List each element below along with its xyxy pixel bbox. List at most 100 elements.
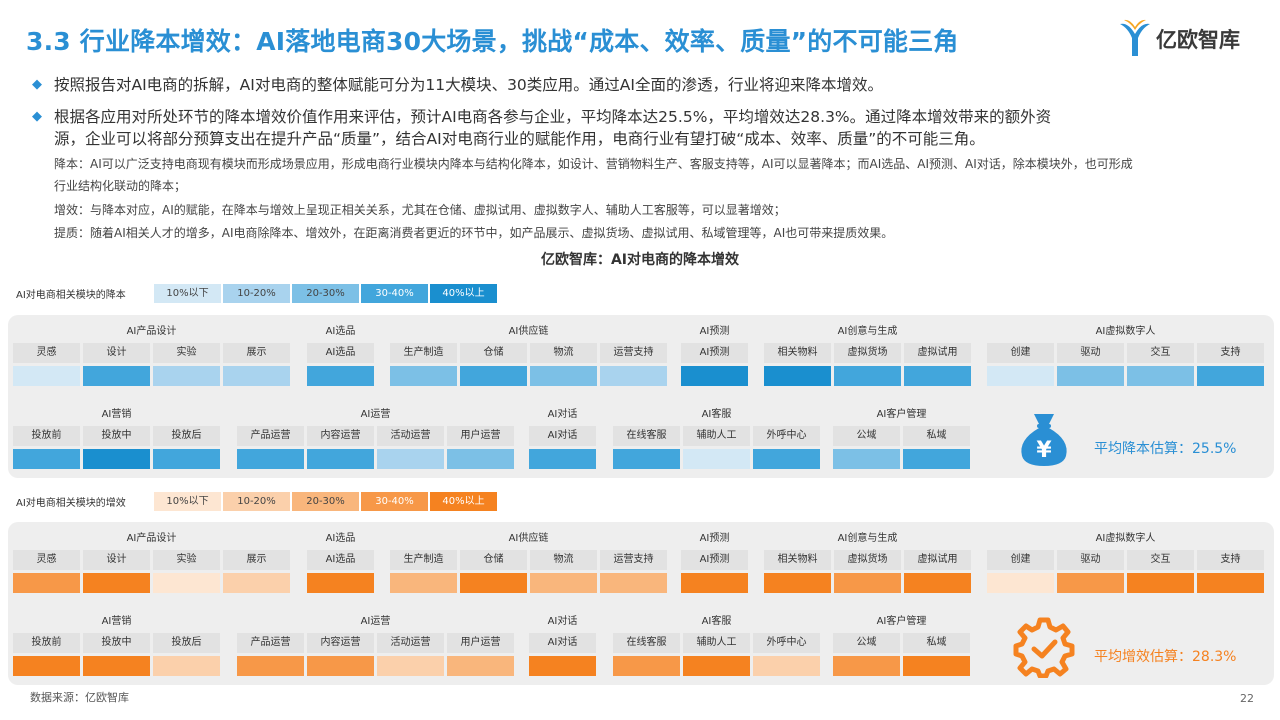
cost-level-bar (529, 449, 596, 469)
cost-module-label: 运营支持 (600, 343, 667, 363)
data-source: 数据来源：亿欧智库 (30, 691, 129, 704)
chart-title: 亿欧智库：AI对电商的降本增效 (540, 252, 740, 268)
efficiency-module-label: 私域 (903, 633, 970, 653)
cost-group-title: AI客服 (701, 409, 732, 420)
efficiency-module-label: 物流 (530, 550, 597, 570)
efficiency-level-bar (1057, 573, 1124, 593)
efficiency-level-bar (390, 573, 457, 593)
cost-module-label: 外呼中心 (753, 426, 820, 446)
efficiency-legend-level-1: 10%以下 (154, 492, 221, 511)
efficiency-module-label: 投放后 (153, 633, 220, 653)
efficiency-level-bar (83, 573, 150, 593)
cost-module-label: 投放中 (83, 426, 150, 446)
efficiency-level-bar (447, 656, 514, 676)
efficiency-module-label: AI预测 (681, 550, 748, 570)
efficiency-module-label: 投放前 (13, 633, 80, 653)
cost-module-label: 虚拟试用 (904, 343, 971, 363)
efficiency-module-label: AI选品 (307, 550, 374, 570)
efficiency-module-label: 虚拟试用 (904, 550, 971, 570)
cost-module-label: 私域 (903, 426, 970, 446)
efficiency-group-title: AI预测 (699, 533, 730, 544)
efficiency-level-bar (307, 573, 374, 593)
cost-level-bar (153, 449, 220, 469)
diamond-icon: ◆ (32, 109, 42, 124)
efficiency-legend-level-2: 10-20% (223, 492, 290, 511)
efficiency-level-bar (153, 573, 220, 593)
cost-level-bar (613, 449, 680, 469)
efficiency-level-bar (764, 573, 831, 593)
cost-level-bar (987, 366, 1054, 386)
efficiency-module-label: 用户运营 (447, 633, 514, 653)
page-title: 3.3 行业降本增效：AI落地电商30大场景，挑战“成本、效率、质量”的不可能三… (26, 27, 959, 56)
gear-check-icon (1012, 614, 1076, 682)
efficiency-group-title: AI供应链 (508, 533, 549, 544)
svg-text:¥: ¥ (1036, 438, 1052, 463)
cost-module-label: 生产制造 (390, 343, 457, 363)
cost-legend-level-3: 20-30% (292, 284, 359, 303)
cost-module-label: 活动运营 (377, 426, 444, 446)
note-efficiency: 增效：与降本对应，AI的赋能，在降本与增效上呈现正相关关系，尤其在仓储、虚拟试用… (54, 203, 786, 217)
efficiency-level-bar (834, 573, 901, 593)
cost-module-label: 投放后 (153, 426, 220, 446)
efficiency-module-label: AI对话 (529, 633, 596, 653)
efficiency-level-bar (903, 656, 970, 676)
cost-module-label: 产品运营 (237, 426, 304, 446)
cost-module-label: 内容运营 (307, 426, 374, 446)
efficiency-module-label: 在线客服 (613, 633, 680, 653)
efficiency-group-title: AI产品设计 (126, 533, 177, 544)
efficiency-module-label: 实验 (153, 550, 220, 570)
cost-module-label: 相关物料 (764, 343, 831, 363)
cost-module-label: AI对话 (529, 426, 596, 446)
cost-level-bar (834, 366, 901, 386)
efficiency-group-title: AI营销 (101, 616, 132, 627)
efficiency-level-bar (460, 573, 527, 593)
efficiency-level-bar (529, 656, 596, 676)
cost-module-label: 用户运营 (447, 426, 514, 446)
cost-legend-level-4: 30-40% (361, 284, 428, 303)
cost-level-bar (460, 366, 527, 386)
efficiency-level-bar (1127, 573, 1194, 593)
cost-level-bar (237, 449, 304, 469)
cost-module-label: 驱动 (1057, 343, 1124, 363)
efficiency-module-label: 辅助人工 (683, 633, 750, 653)
cost-level-bar (83, 366, 150, 386)
efficiency-level-bar (683, 656, 750, 676)
efficiency-module-label: 生产制造 (390, 550, 457, 570)
cost-group-title: AI虚拟数字人 (1095, 326, 1156, 337)
efficiency-module-label: 灵感 (13, 550, 80, 570)
efficiency-level-bar (753, 656, 820, 676)
efficiency-level-bar (377, 656, 444, 676)
efficiency-module-label: 外呼中心 (753, 633, 820, 653)
cost-module-label: 在线客服 (613, 426, 680, 446)
efficiency-group-title: AI运营 (360, 616, 391, 627)
efficiency-module-label: 公域 (833, 633, 900, 653)
cost-summary: 平均降本估算：25.5% (1094, 441, 1237, 457)
cost-legend-level-1: 10%以下 (154, 284, 221, 303)
bullet-1-text: 按照报告对AI电商的拆解，AI对电商的整体赋能可分为11大模块、30类应用。通过… (54, 76, 883, 94)
cost-module-label: 辅助人工 (683, 426, 750, 446)
cost-legend-label: AI对电商相关模块的降本 (16, 290, 126, 301)
efficiency-module-label: 仓储 (460, 550, 527, 570)
cost-module-label: 灵感 (13, 343, 80, 363)
note-quality: 提质：随着AI相关人才的增多，AI电商除降本、增效外，在距离消费者更近的环节中，… (54, 226, 894, 240)
money-bag-yuan-icon: ¥ (1012, 406, 1076, 474)
efficiency-legend-label: AI对电商相关模块的增效 (16, 498, 126, 509)
efficiency-module-label: 展示 (223, 550, 290, 570)
efficiency-level-bar (833, 656, 900, 676)
cost-group-title: AI供应链 (508, 326, 549, 337)
efficiency-summary: 平均增效估算：28.3% (1094, 649, 1237, 665)
cost-module-label: 投放前 (13, 426, 80, 446)
efficiency-module-label: 内容运营 (307, 633, 374, 653)
efficiency-level-bar (83, 656, 150, 676)
cost-level-bar (153, 366, 220, 386)
cost-level-bar (681, 366, 748, 386)
diamond-icon: ◆ (32, 77, 42, 92)
efficiency-legend-level-3: 20-30% (292, 492, 359, 511)
cost-group-title: AI预测 (699, 326, 730, 337)
efficiency-level-bar (237, 656, 304, 676)
efficiency-level-bar (307, 656, 374, 676)
cost-group-title: AI对话 (547, 409, 578, 420)
cost-level-bar (13, 366, 80, 386)
cost-level-bar (833, 449, 900, 469)
efficiency-module-label: 支持 (1197, 550, 1264, 570)
